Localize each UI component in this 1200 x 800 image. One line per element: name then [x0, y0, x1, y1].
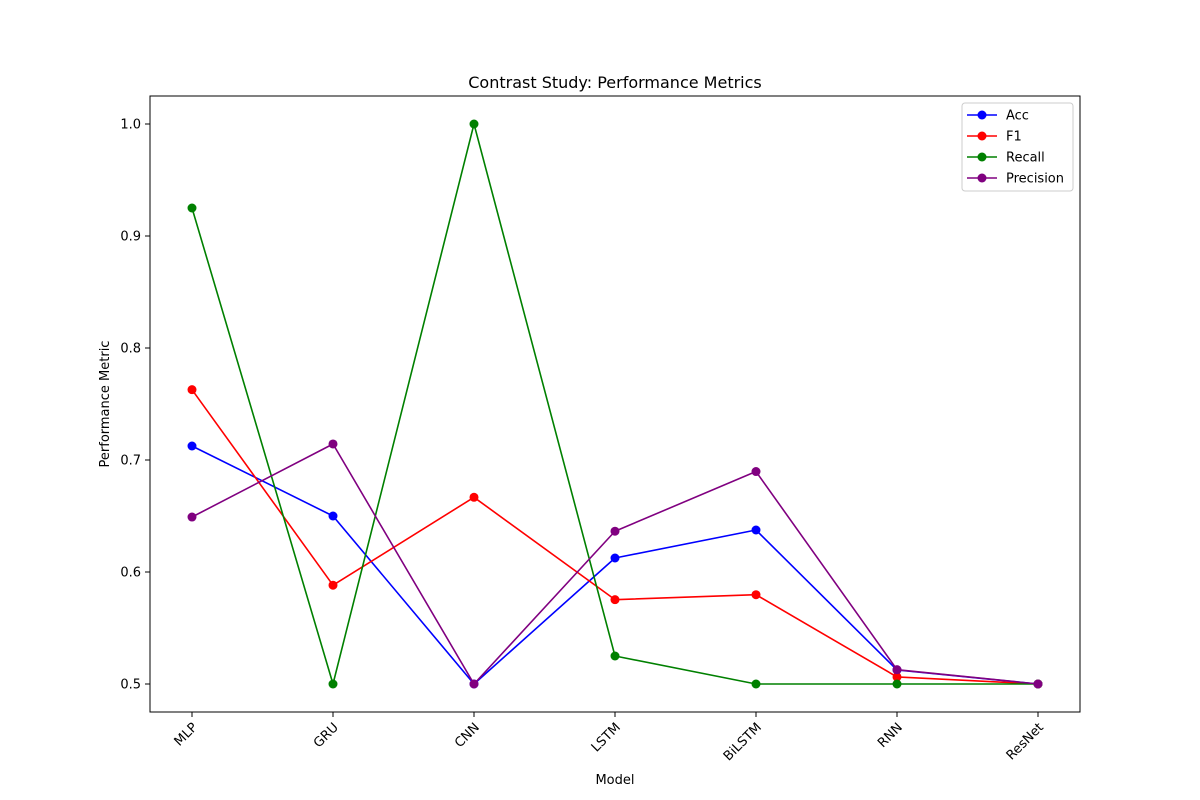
- series-precision: [187, 439, 1043, 689]
- data-point: [328, 511, 338, 521]
- legend-marker: [977, 110, 987, 120]
- x-tick-label: CNN: [452, 720, 483, 751]
- data-point: [187, 441, 197, 451]
- y-tick-label: 0.7: [120, 454, 141, 469]
- y-tick-label: 0.8: [120, 342, 141, 357]
- y-tick-label: 0.5: [120, 678, 141, 693]
- data-point: [892, 672, 902, 682]
- legend-label: Precision: [1006, 172, 1064, 187]
- x-tick-label: ResNet: [1004, 720, 1047, 763]
- data-point: [892, 665, 902, 675]
- legend-marker: [977, 131, 987, 141]
- x-tick-label: GRU: [311, 720, 342, 751]
- series-line: [191, 443, 1039, 685]
- y-axis-label: Performance Metric: [98, 341, 113, 468]
- data-point: [469, 679, 479, 689]
- data-point: [328, 439, 338, 449]
- x-tick-label: LSTM: [589, 720, 624, 755]
- data-point: [610, 595, 620, 605]
- data-point: [328, 580, 338, 590]
- data-point: [610, 651, 620, 661]
- legend-item-precision: Precision: [967, 172, 1064, 187]
- data-point: [469, 119, 479, 129]
- data-point: [751, 467, 761, 477]
- data-point: [751, 525, 761, 535]
- legend-box: [961, 102, 1074, 192]
- data-point: [892, 679, 902, 689]
- data-point: [751, 679, 761, 689]
- x-axis-label: Model: [595, 773, 634, 788]
- data-point: [187, 512, 197, 522]
- legend-item-f1: F1: [967, 130, 1022, 145]
- legend-item-recall: Recall: [967, 151, 1045, 166]
- plot-area-border: [149, 95, 1081, 713]
- legend-label: Recall: [1006, 151, 1045, 166]
- legend-label: F1: [1006, 130, 1022, 145]
- data-point: [469, 492, 479, 502]
- data-point: [610, 526, 620, 536]
- legend-marker: [977, 152, 987, 162]
- series-acc: [187, 441, 1043, 689]
- x-tick-label: BiLSTM: [721, 720, 765, 764]
- plot-content: [187, 119, 1043, 689]
- x-tick-label: MLP: [172, 720, 201, 749]
- data-point: [328, 679, 338, 689]
- data-point: [1033, 679, 1043, 689]
- y-tick-label: 0.6: [120, 566, 141, 581]
- data-point: [187, 385, 197, 395]
- legend-marker: [977, 173, 987, 183]
- axes-frame: [149, 95, 1081, 713]
- series-line: [191, 389, 1039, 685]
- legend-item-acc: Acc: [967, 109, 1029, 124]
- data-point: [610, 553, 620, 563]
- y-tick-label: 0.9: [120, 230, 141, 245]
- x-tick-label: RNN: [875, 720, 906, 751]
- y-axis: 0.5 0.6 0.7 0.8 0.9 1.0: [120, 118, 150, 693]
- data-point: [187, 203, 197, 213]
- data-point: [751, 590, 761, 600]
- legend: Acc F1 Recall Precision: [961, 102, 1074, 192]
- series-f1: [187, 385, 1043, 689]
- legend-label: Acc: [1006, 109, 1029, 124]
- x-axis: MLP GRU CNN LSTM BiLSTM RNN ResNet: [172, 712, 1047, 764]
- chart-title: Contrast Study: Performance Metrics: [468, 73, 762, 92]
- y-tick-label: 1.0: [120, 118, 141, 133]
